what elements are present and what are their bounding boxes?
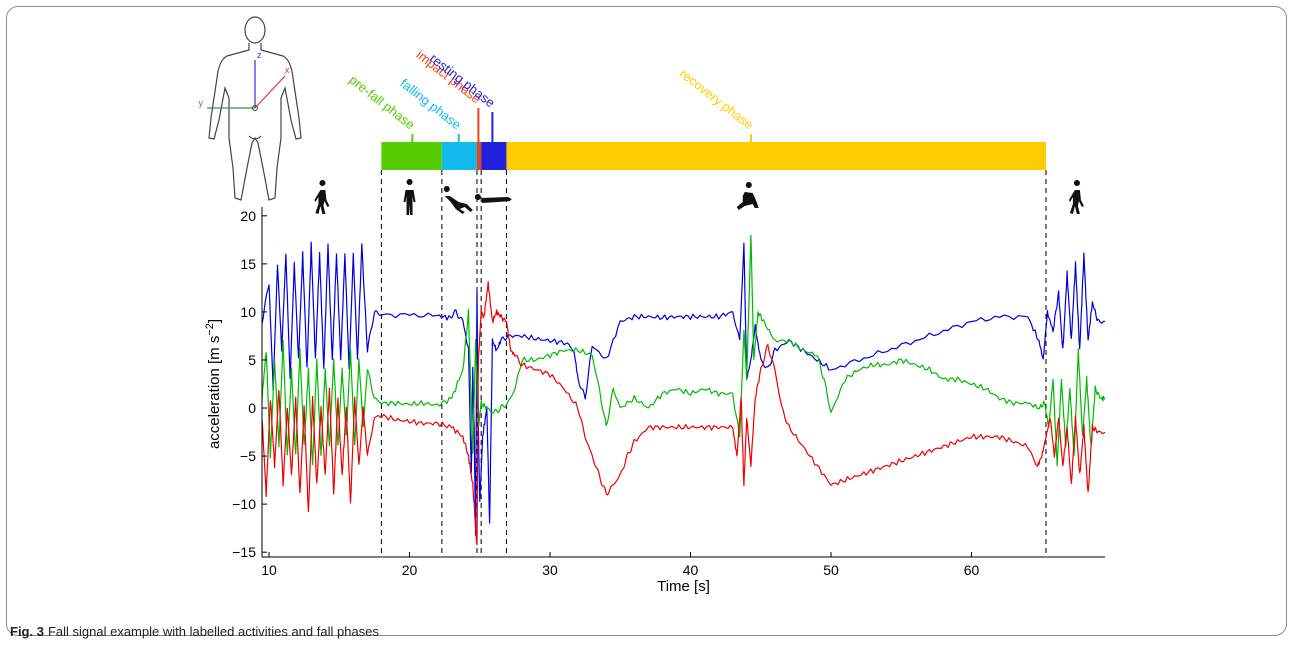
phase-segment-falling-phase	[441, 142, 477, 170]
walking-icon	[1068, 180, 1084, 214]
z-axis-letter: z	[257, 50, 262, 60]
caption-text: Fall signal example with labelled activi…	[47, 624, 379, 639]
standing-icon-shape	[403, 179, 416, 215]
y-axis-letter: y	[199, 98, 204, 108]
series-line	[261, 281, 1106, 546]
series-line	[261, 241, 1106, 536]
caption-label: Fig. 3	[10, 624, 44, 639]
y-tick-label: 5	[248, 352, 256, 368]
x-axis-letter: x	[285, 65, 290, 75]
phase-segment-resting-phase	[481, 142, 507, 170]
activity-icons	[314, 179, 1084, 215]
phase-bar	[381, 142, 1046, 170]
y-tick-label: 0	[248, 400, 256, 416]
falling-icon	[443, 186, 473, 214]
x-tick-label: 20	[402, 562, 418, 578]
phase-segment-impact-phase	[476, 142, 482, 170]
walking-icon	[314, 180, 330, 214]
phase-segment-pre-fall-phase	[381, 142, 442, 170]
x-tick-label: 50	[823, 562, 839, 578]
phase-label-recovery-phase: recovery phase	[677, 66, 756, 133]
y-tick-label: 20	[240, 208, 256, 224]
phase-segment-recovery-phase	[506, 142, 1046, 170]
falling-icon-shape	[443, 186, 473, 214]
lying-icon	[474, 194, 512, 203]
plot-area	[261, 170, 1106, 557]
axes: 10 20 30 40 50 60 −15 −10 −5 0 5 10 15 20 Time [s] acce…	[204, 207, 1105, 595]
walking-icon-shape	[1068, 180, 1084, 214]
series-line	[261, 234, 1106, 467]
x-tick-label: 10	[261, 562, 277, 578]
y-tick-label: 15	[240, 256, 256, 272]
y-tick-label: −5	[240, 448, 256, 464]
kneeling-icon	[736, 182, 759, 210]
x-axis-label: Time [s]	[657, 578, 710, 595]
y-tick-label: −10	[232, 496, 256, 512]
kneeling-icon-shape	[736, 182, 759, 210]
y-tick-label: 10	[240, 304, 256, 320]
y-axis-label: acceleration [m s−2]	[204, 319, 223, 449]
lying-icon-shape	[474, 194, 512, 203]
x-tick-label: 60	[964, 562, 980, 578]
standing-icon	[403, 179, 416, 215]
x-tick-label: 40	[683, 562, 699, 578]
x-tick-label: 30	[542, 562, 558, 578]
y-tick-label: −15	[232, 544, 256, 560]
figure-caption: Fig. 3 Fall signal example with labelled …	[10, 624, 379, 639]
body-figure-icon: y z x	[199, 16, 302, 201]
walking-icon-shape	[314, 180, 330, 214]
figure-frame	[6, 6, 1287, 636]
